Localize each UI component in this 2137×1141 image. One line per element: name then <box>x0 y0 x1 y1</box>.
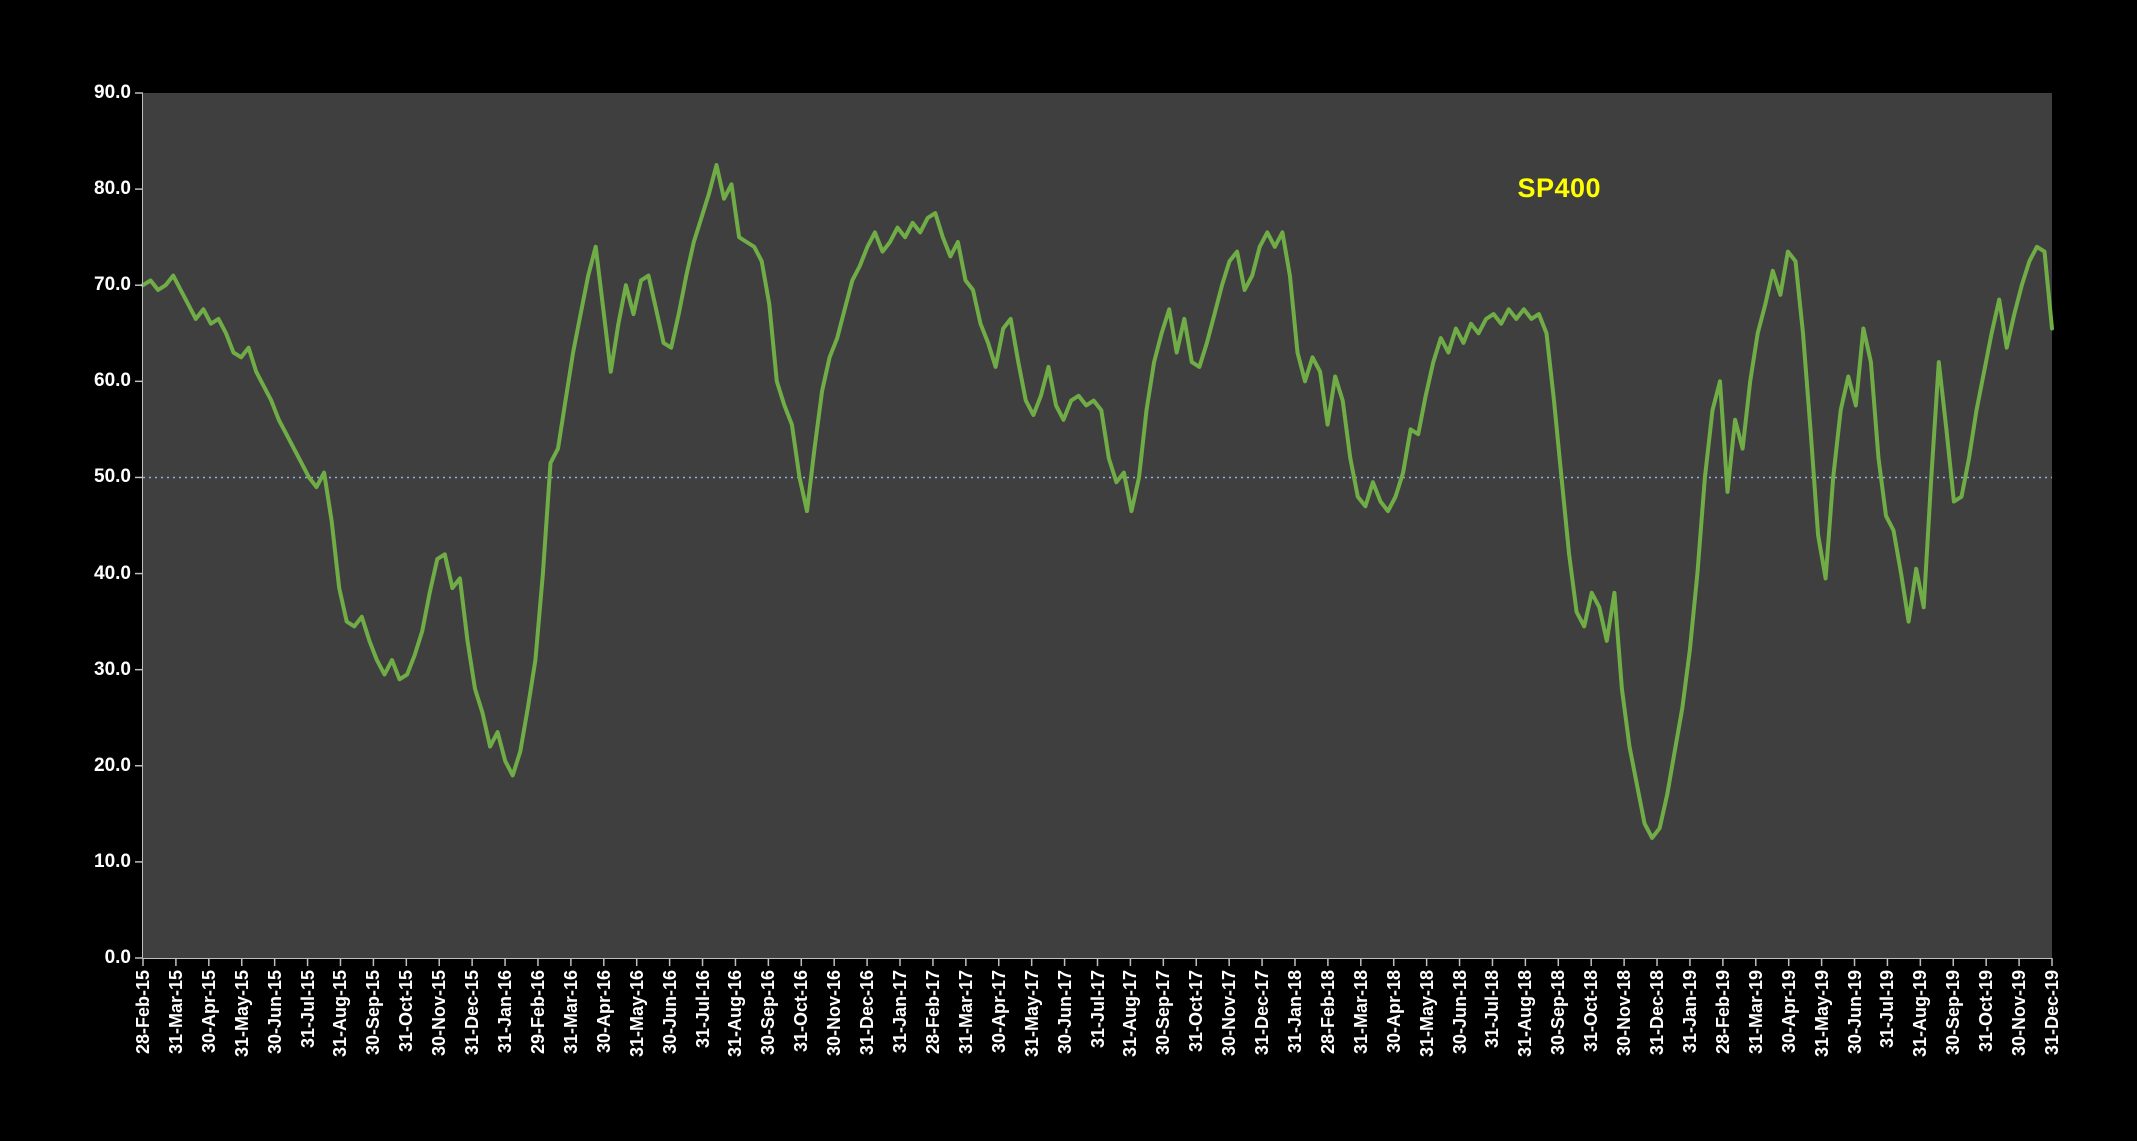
y-axis-label: 50.0 <box>94 466 131 488</box>
x-axis-label: 31-Aug-18 <box>1515 970 1536 1058</box>
x-axis-label: 30-Nov-15 <box>429 970 450 1057</box>
x-axis-label: 28-Feb-17 <box>922 970 943 1055</box>
x-axis-label: 31-Jul-16 <box>692 970 713 1049</box>
x-axis-label: 30-Nov-17 <box>1219 970 1240 1057</box>
y-axis-label: 30.0 <box>94 658 131 680</box>
y-axis-label: 90.0 <box>94 82 131 103</box>
x-axis-label: 31-Mar-16 <box>560 970 581 1055</box>
x-axis-label: 31-May-18 <box>1416 970 1437 1058</box>
x-axis-label: 31-May-19 <box>1811 970 1832 1058</box>
x-axis-label: 30-Nov-16 <box>824 970 845 1057</box>
x-axis-label: 31-Dec-15 <box>462 970 483 1056</box>
x-axis-label: 31-Jan-19 <box>1679 970 1700 1054</box>
x-axis-label: 31-Jan-16 <box>495 970 516 1054</box>
x-axis-label: 30-Jun-19 <box>1844 970 1865 1055</box>
x-axis-label: 30-Jun-17 <box>1054 970 1075 1055</box>
y-axis-label: 70.0 <box>94 274 131 296</box>
x-axis-label: 30-Apr-18 <box>1383 970 1404 1054</box>
x-axis-label: 30-Nov-19 <box>2009 970 2030 1057</box>
x-axis-label: 31-Aug-16 <box>725 970 746 1058</box>
x-axis-label: 30-Jun-16 <box>659 970 680 1055</box>
x-axis-label: 29-Feb-16 <box>527 970 548 1055</box>
x-axis-label: 31-Mar-19 <box>1745 970 1766 1055</box>
x-axis-label: 31-Dec-18 <box>1647 970 1668 1056</box>
x-axis-label: 31-Jan-17 <box>890 970 911 1054</box>
series-label: SP400 <box>1517 173 1602 204</box>
plot-area <box>143 93 2052 958</box>
x-axis-label: 30-Sep-17 <box>1153 970 1174 1056</box>
x-axis-label: 31-Dec-17 <box>1252 970 1273 1056</box>
y-axis-label: 20.0 <box>94 754 131 776</box>
x-axis-label: 31-Aug-19 <box>1910 970 1931 1058</box>
x-axis-label: 30-Sep-16 <box>758 970 779 1056</box>
x-axis-label: 31-Oct-16 <box>791 970 812 1053</box>
x-axis-label: 31-Aug-17 <box>1120 970 1141 1058</box>
x-axis-label: 30-Jun-15 <box>264 970 285 1055</box>
x-axis-label: 31-Oct-18 <box>1581 970 1602 1053</box>
x-axis-label: 31-May-16 <box>626 970 647 1058</box>
x-axis-label: 31-Jul-17 <box>1087 970 1108 1049</box>
x-axis-label: 30-Sep-15 <box>363 970 384 1056</box>
x-axis-label: 30-Apr-19 <box>1778 970 1799 1054</box>
x-axis-label: 31-Aug-15 <box>330 970 351 1058</box>
x-axis-label: 30-Jun-18 <box>1449 970 1470 1055</box>
x-axis-label: 31-Jul-19 <box>1877 970 1898 1049</box>
x-axis-label: 31-Dec-19 <box>2042 970 2062 1056</box>
x-axis-label: 30-Apr-15 <box>198 970 219 1054</box>
x-axis-label: 31-Jan-18 <box>1284 970 1305 1054</box>
y-axis-label: 60.0 <box>94 370 131 392</box>
x-axis-label: 30-Nov-18 <box>1614 970 1635 1057</box>
x-axis-label: 31-Mar-17 <box>955 970 976 1055</box>
y-axis-label: 10.0 <box>94 850 131 872</box>
x-axis-label: 30-Apr-17 <box>988 970 1009 1054</box>
x-axis-label: 28-Feb-18 <box>1317 970 1338 1055</box>
x-axis-label: 31-Mar-15 <box>165 970 186 1055</box>
x-axis-label: 31-Oct-15 <box>396 970 417 1053</box>
y-axis-label: 80.0 <box>94 178 131 200</box>
x-axis-label: 31-Mar-18 <box>1350 970 1371 1055</box>
x-axis-label: 30-Sep-19 <box>1943 970 1964 1056</box>
x-axis-label: 28-Feb-19 <box>1712 970 1733 1055</box>
y-axis-label: 0.0 <box>104 947 131 968</box>
x-axis-label: 28-Feb-15 <box>133 970 153 1055</box>
x-axis-label: 31-May-17 <box>1021 970 1042 1058</box>
x-axis-label: 31-Oct-17 <box>1186 970 1207 1053</box>
x-axis-label: 31-Dec-16 <box>857 970 878 1056</box>
x-axis-label: 31-Oct-19 <box>1976 970 1997 1053</box>
x-axis-label: 31-Jul-18 <box>1482 970 1503 1049</box>
x-axis-label: 31-Jul-15 <box>297 970 318 1049</box>
x-axis-label: 30-Sep-18 <box>1548 970 1569 1056</box>
y-axis-label: 40.0 <box>94 562 131 584</box>
sp400-series-line <box>141 163 2054 840</box>
x-axis-label: 31-May-15 <box>231 970 252 1058</box>
x-axis-label: 30-Apr-16 <box>593 970 614 1054</box>
